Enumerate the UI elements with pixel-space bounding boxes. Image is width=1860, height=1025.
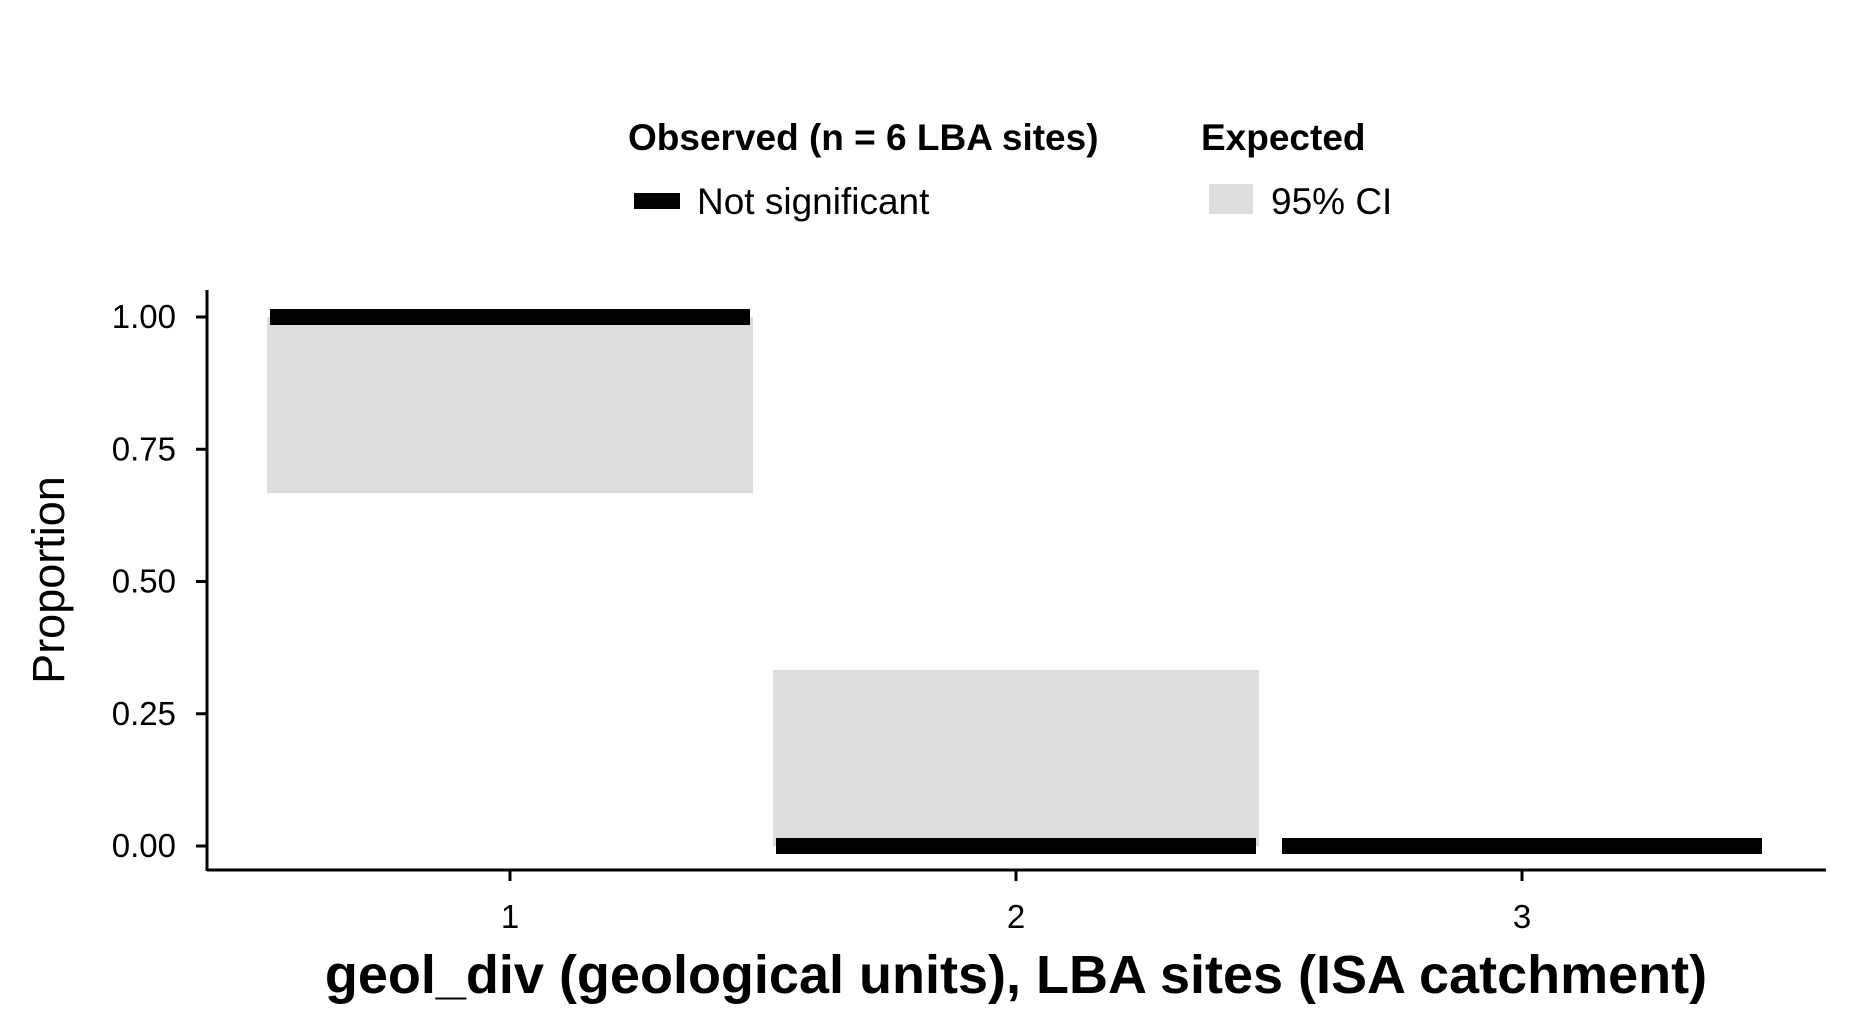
legend: Observed (n = 6 LBA sites) Not significa… xyxy=(628,117,1392,222)
x-axis-ticks: 1 2 3 xyxy=(501,870,1531,935)
y-tick-label: 0.25 xyxy=(112,695,176,732)
legend-observed-swatch xyxy=(634,193,680,209)
legend-expected-title: Expected xyxy=(1201,117,1366,158)
x-tick-label: 3 xyxy=(1513,898,1531,935)
y-tick-label: 0.00 xyxy=(112,827,176,864)
y-tick-label: 1.00 xyxy=(112,298,176,335)
ci-rect-1 xyxy=(267,317,753,494)
x-tick-label: 1 xyxy=(501,898,519,935)
observed-layer xyxy=(270,309,1762,854)
legend-expected-swatch xyxy=(1209,184,1253,214)
legend-observed-label: Not significant xyxy=(697,181,930,222)
legend-observed-title: Observed (n = 6 LBA sites) xyxy=(628,117,1099,158)
legend-expected-label: 95% CI xyxy=(1271,181,1392,222)
x-axis-title: geol_div (geological units), LBA sites (… xyxy=(325,945,1707,1005)
ci-layer xyxy=(267,317,1259,846)
y-axis-title: Proportion xyxy=(23,476,74,684)
observed-bar-2 xyxy=(776,838,1256,854)
observed-bar-1 xyxy=(270,309,750,325)
observed-bar-3 xyxy=(1282,838,1762,854)
y-tick-label: 0.75 xyxy=(112,430,176,467)
y-axis-ticks: 0.00 0.25 0.50 0.75 1.00 xyxy=(112,298,207,864)
x-tick-label: 2 xyxy=(1007,898,1025,935)
y-tick-label: 0.50 xyxy=(112,563,176,600)
ci-rect-2 xyxy=(773,669,1259,846)
